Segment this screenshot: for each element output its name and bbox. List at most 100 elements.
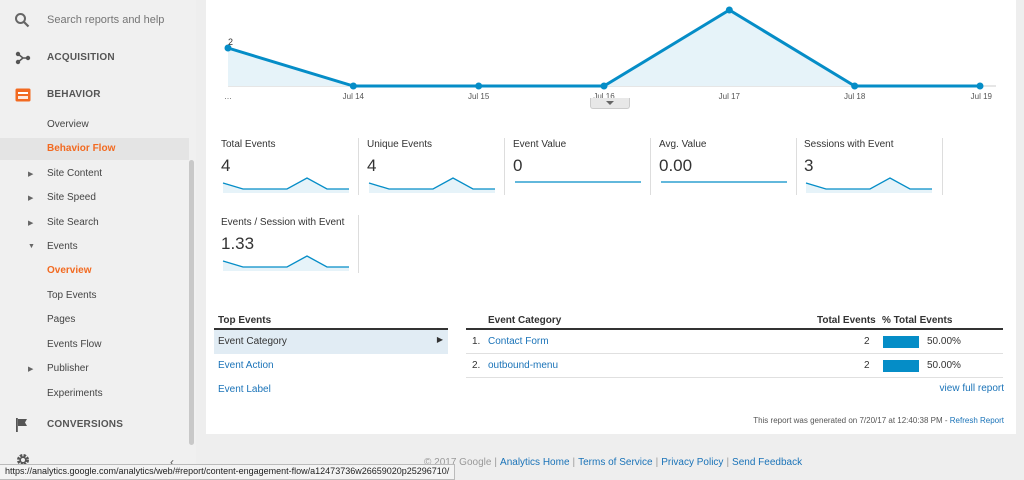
collapse-sidebar-icon[interactable]: ‹: [170, 455, 174, 469]
footer-link-privacy[interactable]: Privacy Policy: [661, 457, 724, 468]
sidebar-item-label: Behavior Flow: [47, 143, 116, 154]
metric-value: 3: [804, 156, 814, 175]
acquisition-icon: [15, 51, 31, 68]
row-category-link[interactable]: outbound-menu: [488, 360, 559, 371]
chart-x-tick-label: Jul 18: [844, 92, 866, 101]
row-number: 2.: [472, 360, 481, 371]
column-header-category[interactable]: Event Category: [488, 315, 562, 326]
sidebar-item-label: Pages: [47, 314, 76, 325]
chart-area-fill: [228, 10, 980, 86]
search-icon: [14, 12, 30, 31]
column-header-pct-total[interactable]: % Total Events: [882, 315, 953, 326]
behavior-icon: [15, 88, 31, 105]
sidebar-item-site-search[interactable]: ▶ Site Search: [0, 212, 189, 234]
metric-name: Avg. Value: [659, 139, 707, 150]
sidebar-item-label: Events Flow: [47, 339, 102, 350]
chart-point[interactable]: [725, 6, 733, 14]
metric-unique-events[interactable]: Unique Events 4: [367, 139, 505, 199]
metric-name: Sessions with Event: [804, 139, 894, 150]
sidebar-item-top-events[interactable]: Top Events: [0, 285, 189, 307]
metric-value: 0: [513, 156, 523, 175]
nav-behavior-label: BEHAVIOR: [47, 89, 101, 100]
sparkline: [661, 181, 787, 183]
sidebar-item-pages[interactable]: Pages: [0, 309, 189, 331]
footer-copyright: © 2017 Google: [424, 457, 492, 468]
table-header: Event Category Total Events % Total Even…: [466, 313, 1003, 330]
view-full-report-link[interactable]: view full report: [939, 383, 1004, 394]
metric-divider: [942, 138, 943, 195]
sidebar-item-label: Top Events: [47, 290, 97, 301]
chart-x-tick-label: Jul 15: [468, 92, 490, 101]
footer-link-analytics-home[interactable]: Analytics Home: [500, 457, 570, 468]
sidebar-scrollbar[interactable]: [189, 160, 194, 445]
chevron-right-icon: ▶: [436, 335, 443, 344]
top-events-label: Event Action: [218, 360, 274, 371]
chart-point[interactable]: [349, 82, 357, 90]
report-generated-text: This report was generated on 7/20/17 at …: [753, 416, 950, 425]
metric-name: Event Value: [513, 139, 567, 150]
metric-name: Unique Events: [367, 139, 433, 150]
nav-conversions[interactable]: CONVERSIONS: [0, 411, 196, 439]
caret-right-icon: ▶: [28, 195, 34, 202]
sidebar-item-overview[interactable]: Overview: [0, 114, 189, 136]
sidebar-item-site-content[interactable]: ▶ Site Content: [0, 163, 189, 185]
chart-x-tick-label: Jul 19: [971, 92, 993, 101]
chart-point[interactable]: [851, 82, 859, 90]
row-percent: 50.00%: [927, 336, 961, 347]
chart-point[interactable]: [600, 82, 608, 90]
sidebar-item-behavior-flow[interactable]: Behavior Flow: [0, 138, 189, 160]
metric-value: 4: [367, 156, 377, 175]
nav-behavior[interactable]: BEHAVIOR: [0, 81, 196, 109]
caret-right-icon: ▶: [28, 220, 34, 227]
sparkline: [222, 255, 349, 271]
sidebar-item-events-overview[interactable]: Overview: [0, 260, 189, 282]
refresh-report-link[interactable]: Refresh Report: [949, 416, 1004, 425]
report-generated-note: This report was generated on 7/20/17 at …: [753, 416, 1004, 425]
row-category-link[interactable]: Contact Form: [488, 336, 549, 347]
sparkline: [368, 177, 495, 193]
sparkline: [222, 177, 349, 193]
sidebar-item-experiments[interactable]: Experiments: [0, 383, 189, 405]
footer-link-terms[interactable]: Terms of Service: [578, 457, 653, 468]
chart-x-tick-label: Jul 16: [593, 92, 615, 101]
metric-value: 1.33: [221, 234, 255, 253]
metric-total-events[interactable]: Total Events 4: [221, 139, 359, 199]
metric-value: 0.00: [659, 156, 693, 175]
report-panel: 2 … Jul 14 Jul 15 Jul 16 Jul 17 Jul 18 Jul 19 T…: [206, 0, 1016, 434]
caret-down-icon: ▼: [28, 243, 35, 250]
chart-resize-handle[interactable]: [590, 98, 630, 109]
top-events-event-action[interactable]: Event Action: [214, 354, 448, 378]
sidebar-item-label: Overview: [47, 119, 89, 130]
metric-avg-value[interactable]: Avg. Value 0.00: [659, 139, 797, 199]
column-header-total-events[interactable]: Total Events: [817, 315, 876, 326]
nav-conversions-label: CONVERSIONS: [47, 419, 124, 430]
top-events-event-label[interactable]: Event Label: [214, 378, 448, 402]
sparkline: [805, 177, 932, 193]
nav-acquisition[interactable]: ACQUISITION: [0, 44, 196, 72]
sparkline: [515, 181, 641, 183]
percent-bar: [883, 360, 919, 372]
sidebar-item-label: Site Speed: [47, 192, 96, 203]
nav-acquisition-label: ACQUISITION: [47, 52, 115, 63]
chart-point[interactable]: [976, 82, 984, 90]
sidebar-item-site-speed[interactable]: ▶ Site Speed: [0, 187, 189, 209]
metric-event-value[interactable]: Event Value 0: [513, 139, 651, 199]
chart-point[interactable]: [475, 82, 483, 90]
footer-link-feedback[interactable]: Send Feedback: [732, 457, 803, 468]
search-reports[interactable]: Search reports and help: [0, 0, 196, 40]
sidebar-item-publisher[interactable]: ▶ Publisher: [0, 358, 189, 380]
sidebar-item-label: Site Search: [47, 217, 99, 228]
gear-icon[interactable]: [16, 453, 30, 470]
metric-events-per-session[interactable]: Events / Session with Event 1.33: [221, 217, 359, 277]
top-events-title: Top Events: [214, 313, 448, 330]
chart-point[interactable]: [224, 44, 232, 52]
metric-sessions-with-event[interactable]: Sessions with Event 3: [804, 139, 942, 199]
metric-divider: [358, 215, 359, 273]
chart-x-tick-label: …: [224, 92, 232, 101]
sidebar-item-events-flow[interactable]: Events Flow: [0, 334, 189, 356]
caret-right-icon: ▶: [28, 171, 34, 178]
top-events-event-category[interactable]: Event Category ▶: [214, 330, 448, 354]
search-placeholder: Search reports and help: [47, 14, 165, 26]
sidebar-item-events[interactable]: ▼ Events: [0, 236, 189, 258]
sidebar-item-label: Experiments: [47, 388, 103, 399]
